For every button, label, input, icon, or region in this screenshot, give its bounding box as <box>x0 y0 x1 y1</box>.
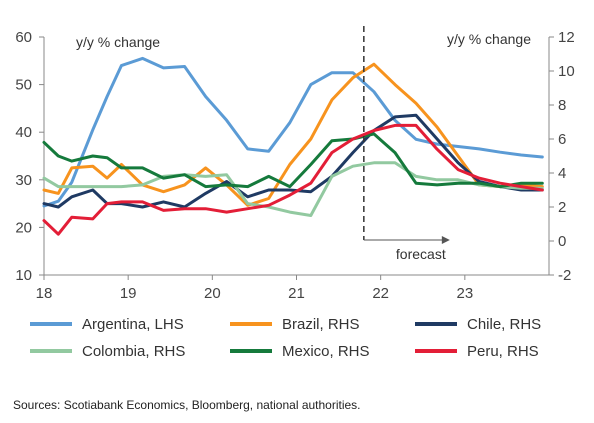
right-tick-label: -2 <box>558 267 571 284</box>
left-tick-label: 60 <box>15 29 32 46</box>
left-tick-label: 40 <box>15 124 32 141</box>
right-tick-label: 2 <box>558 199 566 216</box>
x-tick-label: 23 <box>456 285 473 300</box>
forecast-annotation: forecast <box>363 26 450 262</box>
right-tick-label: 4 <box>558 165 566 182</box>
legend-swatch <box>415 322 457 326</box>
series-layer <box>42 56 544 236</box>
source-note: Sources: Scotiabank Economics, Bloomberg… <box>13 398 361 412</box>
right-tick-label: 10 <box>558 63 575 80</box>
legend-item: Argentina, LHS <box>30 314 184 334</box>
forecast-label: forecast <box>396 246 446 262</box>
x-tick-label: 22 <box>372 285 389 300</box>
legend-item: Mexico, RHS <box>230 341 370 361</box>
left-tick-label: 10 <box>15 267 32 284</box>
legend-label: Chile, RHS <box>467 315 542 333</box>
right-axis-unit-label: y/y % change <box>447 31 531 47</box>
legend-item: Colombia, RHS <box>30 341 185 361</box>
left-tick-label: 20 <box>15 219 32 236</box>
legend-swatch <box>30 349 72 353</box>
x-tick-label: 20 <box>204 285 221 300</box>
x-tick-label: 21 <box>288 285 305 300</box>
series-line-mexico <box>42 132 544 189</box>
right-tick-label: 12 <box>558 29 575 46</box>
x-tick-label: 19 <box>120 285 137 300</box>
right-tick-label: 6 <box>558 131 566 148</box>
legend-item: Peru, RHS <box>415 341 539 361</box>
x-tick-label: 18 <box>36 285 53 300</box>
series-line-colombia <box>42 161 544 217</box>
left-tick-label: 30 <box>15 172 32 189</box>
series-line-peru <box>42 123 544 236</box>
left-tick-label: 50 <box>15 77 32 94</box>
legend-swatch <box>230 349 272 353</box>
legend-swatch <box>230 322 272 326</box>
right-tick-label: 0 <box>558 233 566 250</box>
legend-label: Mexico, RHS <box>282 342 370 360</box>
axes: 10 20 30 40 50 60 -2 0 2 4 6 8 10 12 18 19 20 21 22 23 <box>15 29 574 300</box>
left-axis-unit-label: y/y % change <box>76 34 160 50</box>
line-chart: 10 20 30 40 50 60 -2 0 2 4 6 8 10 12 18 19 20 21 22 23 fore… <box>15 26 575 300</box>
forecast-arrow-head <box>441 236 450 244</box>
right-tick-label: 8 <box>558 97 566 114</box>
legend-swatch <box>30 322 72 326</box>
legend-label: Brazil, RHS <box>282 315 360 333</box>
legend-label: Colombia, RHS <box>82 342 186 360</box>
legend-item: Chile, RHS <box>415 314 541 334</box>
legend-label: Peru, RHS <box>467 342 539 360</box>
legend-swatch <box>415 349 457 353</box>
series-line-argentina <box>42 56 544 208</box>
legend-label: Argentina, LHS <box>82 315 184 333</box>
legend-item: Brazil, RHS <box>230 314 360 334</box>
